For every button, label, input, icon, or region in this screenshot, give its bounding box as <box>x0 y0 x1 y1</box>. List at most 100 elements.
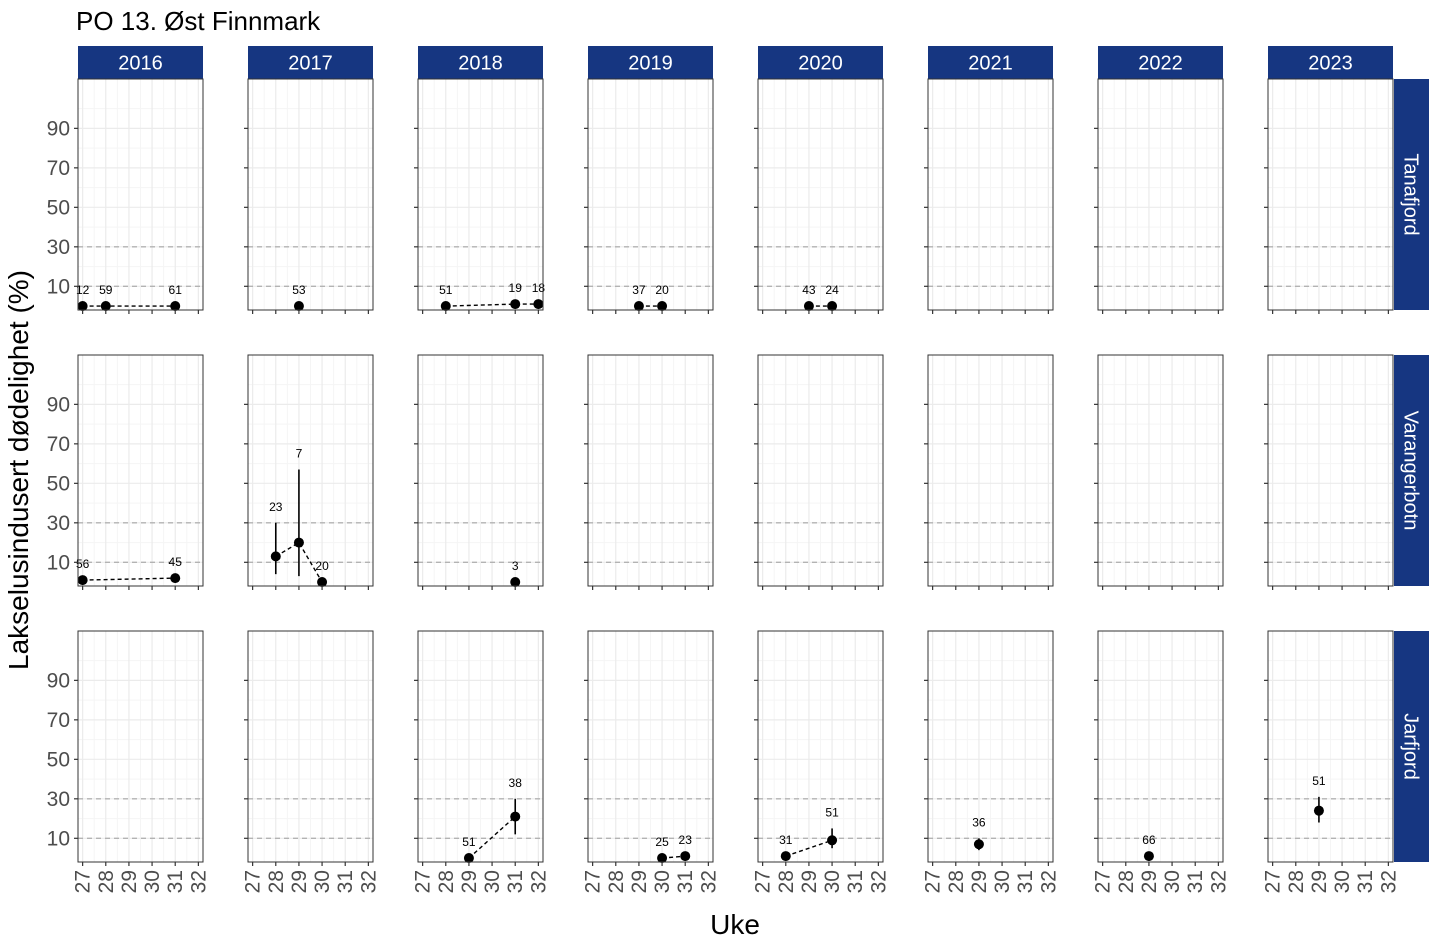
panel: 53 <box>244 78 374 314</box>
panel-border <box>587 78 714 311</box>
x-tick-label: 27 <box>72 870 95 893</box>
panel-border <box>247 78 374 311</box>
panel: 36 27 28 29 30 31 32 <box>922 630 1060 893</box>
y-tick-label: 70 <box>47 157 70 180</box>
x-tick-label: 27 <box>412 870 435 893</box>
series-line <box>468 816 516 859</box>
chart-title: PO 13. Øst Finnmark <box>76 6 321 36</box>
x-tick-label: 32 <box>1037 870 1060 893</box>
x-tick-label: 31 <box>1354 870 1377 893</box>
panel-border <box>587 354 714 587</box>
data-label: 12 <box>76 283 90 297</box>
data-label: 51 <box>462 835 476 849</box>
data-point <box>780 851 791 862</box>
panel: 3 <box>414 354 544 590</box>
panels: 2016 2017 2018 2019 2020 2021 2022 2023Tanafjor… <box>47 46 1429 893</box>
panel: 12 59 61 10 30 50 70 90 <box>47 78 204 314</box>
panel-border <box>247 630 374 863</box>
column-strip: 2023 <box>1268 46 1393 79</box>
x-tick-label: 30 <box>1161 870 1184 893</box>
panel-border <box>1267 78 1394 311</box>
x-tick-label: 29 <box>798 870 821 893</box>
column-strip-bg <box>1268 46 1393 79</box>
data-label: 61 <box>169 283 183 297</box>
data-label: 51 <box>825 805 839 819</box>
column-strip-label: 2020 <box>798 53 843 75</box>
column-strip-bg <box>928 46 1053 79</box>
x-tick-label: 28 <box>1115 870 1138 893</box>
x-axis-title: Uke <box>710 909 760 940</box>
x-tick-label: 32 <box>1377 870 1400 893</box>
y-tick-label: 10 <box>47 827 70 850</box>
data-point <box>533 299 544 310</box>
column-strip-label: 2018 <box>458 53 503 75</box>
data-point <box>827 301 838 312</box>
data-point <box>77 575 88 586</box>
data-label: 20 <box>655 283 669 297</box>
panel-border <box>1267 630 1394 863</box>
panel: 43 24 <box>754 78 884 314</box>
panel <box>1264 78 1394 314</box>
row-strip: Jarfjord <box>1394 631 1429 862</box>
panel-border <box>247 354 374 587</box>
x-tick-label: 32 <box>527 870 550 893</box>
x-tick-label: 29 <box>1308 870 1331 893</box>
column-strip-bg <box>418 46 543 79</box>
column-strip-bg <box>78 46 203 79</box>
panel: 51 27 28 29 30 31 32 <box>1262 630 1400 893</box>
panel <box>924 354 1054 590</box>
data-label: 51 <box>1312 774 1326 788</box>
x-tick-label: 31 <box>1014 870 1037 893</box>
x-tick-label: 32 <box>357 870 380 893</box>
data-label: 66 <box>1142 833 1156 847</box>
row-strip-label: Tanafjord <box>1400 153 1422 235</box>
data-point <box>170 573 181 584</box>
column-strip-label: 2022 <box>1138 53 1183 75</box>
panel: 51 38 27 28 29 30 31 32 <box>412 630 550 893</box>
panel-border <box>757 78 884 311</box>
data-point <box>170 301 181 312</box>
panel-border <box>77 78 204 311</box>
y-tick-label: 10 <box>47 275 70 298</box>
x-tick-label: 32 <box>1207 870 1230 893</box>
data-label: 56 <box>76 557 90 571</box>
panel-border <box>1097 630 1224 863</box>
column-strip: 2021 <box>928 46 1053 79</box>
column-strip: 2018 <box>418 46 543 79</box>
panel-border <box>927 630 1054 863</box>
column-strip-label: 2017 <box>288 53 333 75</box>
data-point <box>1143 851 1154 862</box>
x-tick-label: 32 <box>697 870 720 893</box>
panel-border <box>1097 354 1224 587</box>
row-strip-bg <box>1394 355 1429 586</box>
column-strip-label: 2019 <box>628 53 673 75</box>
y-tick-label: 50 <box>47 472 70 495</box>
x-tick-label: 29 <box>628 870 651 893</box>
x-tick-label: 28 <box>435 870 458 893</box>
data-label: 37 <box>632 283 646 297</box>
data-point <box>440 301 451 312</box>
x-tick-label: 30 <box>991 870 1014 893</box>
data-point <box>657 853 668 864</box>
row-strip-bg <box>1394 79 1429 310</box>
data-point <box>633 301 644 312</box>
panel: 37 20 <box>584 78 714 314</box>
column-strip-label: 2023 <box>1308 53 1353 75</box>
x-tick-label: 27 <box>922 870 945 893</box>
x-tick-label: 27 <box>1262 870 1285 893</box>
x-tick-label: 31 <box>334 870 357 893</box>
panel: 27 28 29 30 31 32 <box>242 630 380 893</box>
column-strip-bg <box>588 46 713 79</box>
y-tick-label: 30 <box>47 512 70 535</box>
data-label: 19 <box>509 281 523 295</box>
data-point <box>827 835 838 846</box>
panel-border <box>757 354 884 587</box>
data-point <box>510 299 521 310</box>
data-label: 59 <box>99 283 113 297</box>
x-tick-label: 32 <box>867 870 890 893</box>
series-line <box>445 303 539 307</box>
y-tick-label: 50 <box>47 196 70 219</box>
panel-border <box>1097 78 1224 311</box>
data-label: 38 <box>509 776 523 790</box>
row-strip-label: Jarfjord <box>1400 713 1422 780</box>
